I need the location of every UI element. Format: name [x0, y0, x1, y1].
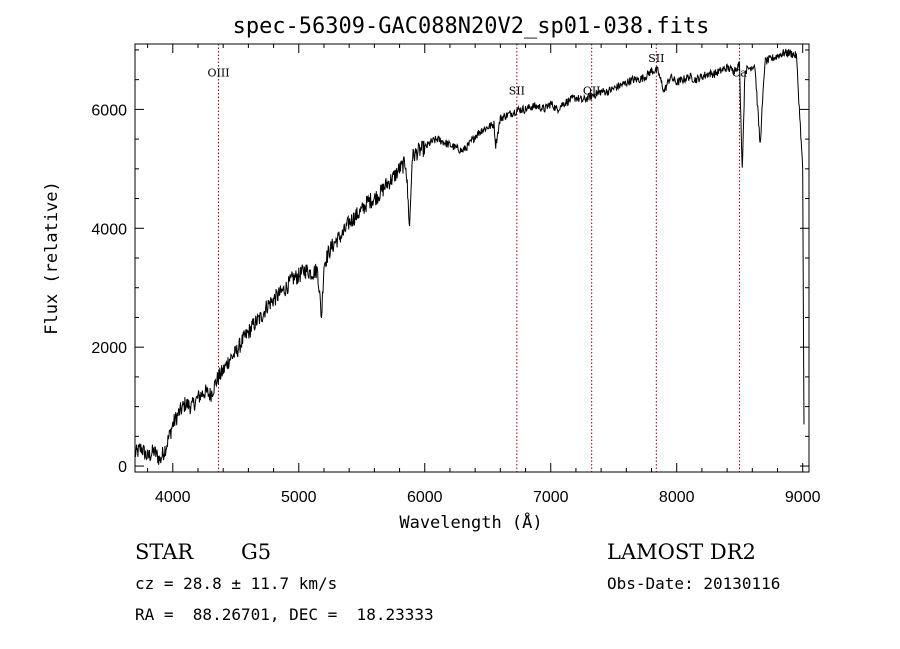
chart-title: spec-56309-GAC088N20V2_sp01-038.fits [233, 14, 710, 39]
line-label-0: OIII [207, 67, 229, 80]
y-tick-label-2000: 2000 [91, 340, 127, 357]
spectrum-line [134, 48, 805, 465]
y-axis: 0 2000 4000 6000 [91, 49, 809, 476]
observation-date: Obs-Date: 20130116 [607, 574, 780, 593]
x-axis-label: Wavelength (Å) [399, 511, 542, 533]
x-tick-label-6000: 6000 [407, 489, 443, 506]
x-tick-label-8000: 8000 [659, 489, 695, 506]
y-axis-label: Flux (relative) [42, 181, 62, 335]
redshift-velocity: cz = 28.8 ± 11.7 km/s [135, 574, 337, 593]
object-class: STAR [135, 540, 194, 564]
x-tick-label-4000: 4000 [155, 489, 191, 506]
sky-coordinates: RA = 88.26701, DEC = 18.23333 [135, 605, 434, 624]
y-tick-label-0: 0 [118, 459, 127, 476]
y-tick-label-4000: 4000 [91, 221, 127, 238]
data-release: LAMOST DR2 [607, 540, 756, 564]
line-label-1: SII [509, 85, 525, 98]
x-tick-label-9000: 9000 [785, 489, 821, 506]
line-label-3: SII [648, 52, 664, 65]
x-tick-label-5000: 5000 [281, 489, 317, 506]
y-tick-label-6000: 6000 [91, 102, 127, 119]
x-axis: 4000 5000 6000 7000 8000 9000 [147, 44, 821, 506]
object-subclass: G5 [241, 540, 271, 564]
spectrum-series [134, 48, 805, 465]
plot-frame [134, 43, 810, 473]
x-tick-label-7000: 7000 [533, 489, 569, 506]
